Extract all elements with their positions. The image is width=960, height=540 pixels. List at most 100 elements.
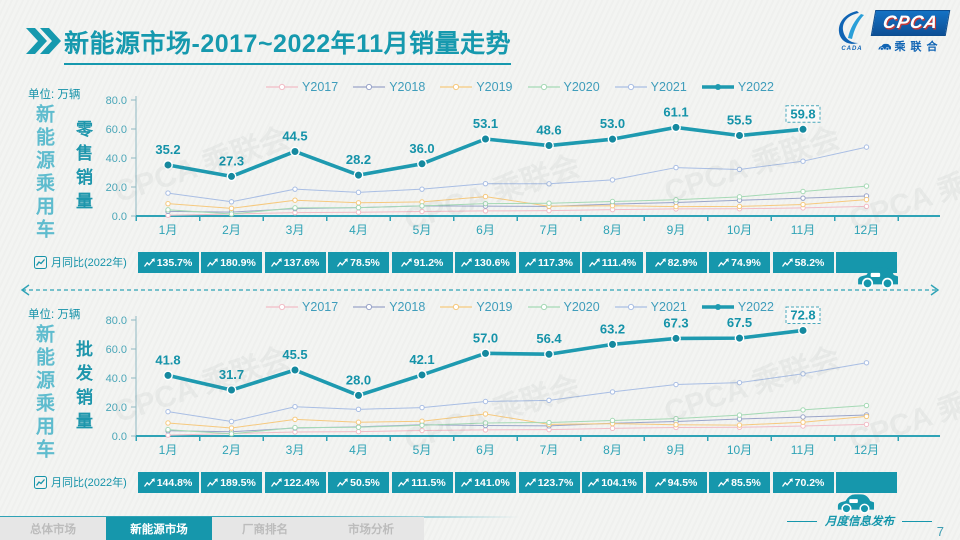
data-point [736,166,743,173]
data-point [863,421,870,428]
yoy-cell: 111.4% [582,252,643,273]
x-tick-label: 5月 [413,223,432,237]
x-tick-label: 12月 [854,443,879,457]
legend-item-Y2020[interactable]: Y2020 [527,80,600,94]
data-label: 55.5 [727,113,752,128]
tab-厂商排名[interactable]: 厂商排名 [212,517,318,540]
x-tick-label: 6月 [476,443,495,457]
legend-item-Y2017[interactable]: Y2017 [266,80,338,94]
legend-item-Y2021[interactable]: Y2021 [614,300,687,314]
data-point [292,197,298,203]
yoy-cell: 141.0% [455,472,516,493]
legend-label: Y2018 [389,80,426,94]
data-point [290,146,300,157]
unit-label: 单位: 万辆 [28,309,81,321]
y-tick-label: 40.0 [106,153,127,165]
trend-up-icon [461,477,472,487]
tab-总体市场[interactable]: 总体市场 [0,517,106,540]
x-tick-label: 4月 [349,223,368,237]
category-label: 新能源乘用车 [33,104,54,242]
data-label: 28.0 [346,372,371,387]
data-point [673,381,679,388]
data-point [673,197,679,203]
data-point [546,181,552,187]
legend-item-Y2022[interactable]: Y2022 [701,300,774,314]
legend-swatch-icon [353,83,386,91]
data-point [228,199,235,205]
yoy-cell: 58.2% [772,252,834,273]
data-label-box [785,105,821,123]
mini-chart-icon [34,475,47,489]
yoy-label: 月同比(2022年) [34,474,127,490]
legend-item-Y2022[interactable]: Y2022 [701,80,774,94]
data-point [800,201,806,208]
data-point [355,204,362,211]
cpca-block: CPCA 乘联合 [870,10,951,54]
trend-up-icon [781,257,793,267]
legend-swatch-icon [266,303,299,311]
data-point [482,398,489,405]
legend-swatch-icon [527,303,560,311]
data-point [355,406,362,413]
data-point [228,418,235,425]
trend-up-icon [718,257,729,267]
data-point [419,203,425,209]
data-point [609,389,616,395]
legend-item-Y2021[interactable]: Y2021 [614,80,687,94]
data-point [800,414,806,420]
cada-emblem: CADA [835,10,869,52]
data-point [417,158,427,169]
trend-up-icon [588,477,599,487]
y-tick-label: 0.0 [112,211,127,223]
data-point [607,134,618,145]
legend-item-Y2017[interactable]: Y2017 [266,300,338,314]
data-point [482,193,489,200]
legend-item-Y2020[interactable]: Y2020 [527,300,600,314]
legend: Y2017 Y2018 Y2019 Y2020 Y2021 Y2022 [230,80,810,94]
data-point [736,203,743,210]
cada-text: CADA [841,46,863,52]
trend-up-icon [718,477,729,487]
data-label: 72.8 [790,307,815,322]
data-point [863,196,870,203]
tab-新能源市场[interactable]: 新能源市场 [106,517,212,540]
data-point [736,379,743,386]
retail-chart-section: 单位: 万辆 Y2017 Y2018 Y2019 Y2020 Y2021 Y2022 新能… [0,76,960,294]
data-point [355,424,362,431]
tab-市场分析[interactable]: 市场分析 [318,517,424,540]
data-point [863,183,870,189]
legend-label: Y2021 [650,300,687,314]
y-tick-label: 0.0 [112,431,127,443]
legend-item-Y2019[interactable]: Y2019 [440,80,513,94]
x-tick-label: 8月 [603,223,622,237]
yoy-cell: 91.2% [391,252,453,273]
yoy-cell: 189.5% [201,472,262,493]
data-point [607,339,618,350]
page-title-main: 新能源市场 [64,30,192,58]
legend-item-Y2018[interactable]: Y2018 [353,300,425,314]
trend-up-icon [207,477,218,487]
footer-tabs: 总体市场 新能源市场 厂商排名 市场分析 [0,517,424,540]
data-label: 57.0 [473,330,498,345]
data-point [863,144,870,150]
car-icon [858,267,898,289]
unit-label: 单位: 万辆 [28,89,81,101]
series-line-Y2019 [167,196,867,209]
footer-note-text: 月度信息发布 [825,514,894,528]
data-point [609,177,616,183]
legend-item-Y2019[interactable]: Y2019 [440,300,513,314]
data-label: 45.5 [282,347,307,362]
legend-item-Y2018[interactable]: Y2018 [353,80,425,94]
cpca-text: CPCA [870,10,951,36]
data-point [673,203,679,210]
x-tick-label: 2月 [222,443,241,457]
x-tick-label: 9月 [667,223,686,237]
series-line-Y2019 [167,413,867,429]
y-tick-label: 80.0 [106,315,127,327]
section-divider-arrow [20,284,940,296]
trend-up-icon [337,257,348,267]
data-point [798,124,808,135]
data-point [228,211,235,217]
data-label: 63.2 [600,321,625,336]
data-point [482,180,489,187]
